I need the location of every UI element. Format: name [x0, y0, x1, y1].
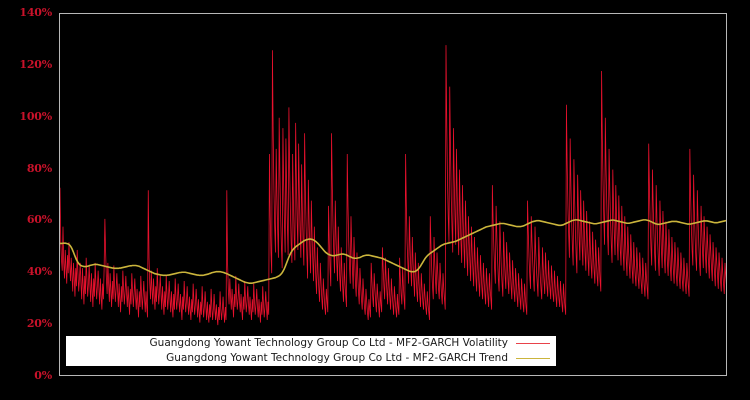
- legend-swatch-trend: [516, 358, 550, 359]
- y-axis-tick-100pct: 100%: [19, 109, 52, 123]
- y-axis-tick-140pct: 140%: [19, 6, 52, 19]
- legend-label-volatility: Guangdong Yowant Technology Group Co Ltd…: [149, 337, 508, 349]
- legend-item-trend: Guangdong Yowant Technology Group Co Ltd…: [166, 351, 552, 366]
- y-axis-tick-80pct: 80%: [26, 161, 52, 175]
- legend-item-volatility: Guangdong Yowant Technology Group Co Ltd…: [150, 336, 552, 351]
- chart-legend: Guangdong Yowant Technology Group Co Ltd…: [66, 336, 556, 366]
- y-axis-tick-120pct: 120%: [19, 57, 52, 71]
- y-axis-tick-40pct: 40%: [26, 265, 52, 279]
- legend-swatch-volatility: [516, 343, 550, 344]
- volatility-series-line: [60, 45, 726, 326]
- plot-area: [59, 13, 727, 376]
- legend-label-trend: Guangdong Yowant Technology Group Co Ltd…: [166, 352, 508, 364]
- y-axis-tick-0pct: 0%: [34, 369, 52, 382]
- plot-svg: [60, 45, 726, 326]
- y-axis-tick-60pct: 60%: [26, 213, 52, 227]
- trend-series-line: [60, 219, 726, 284]
- y-axis-tick-20pct: 20%: [26, 317, 52, 331]
